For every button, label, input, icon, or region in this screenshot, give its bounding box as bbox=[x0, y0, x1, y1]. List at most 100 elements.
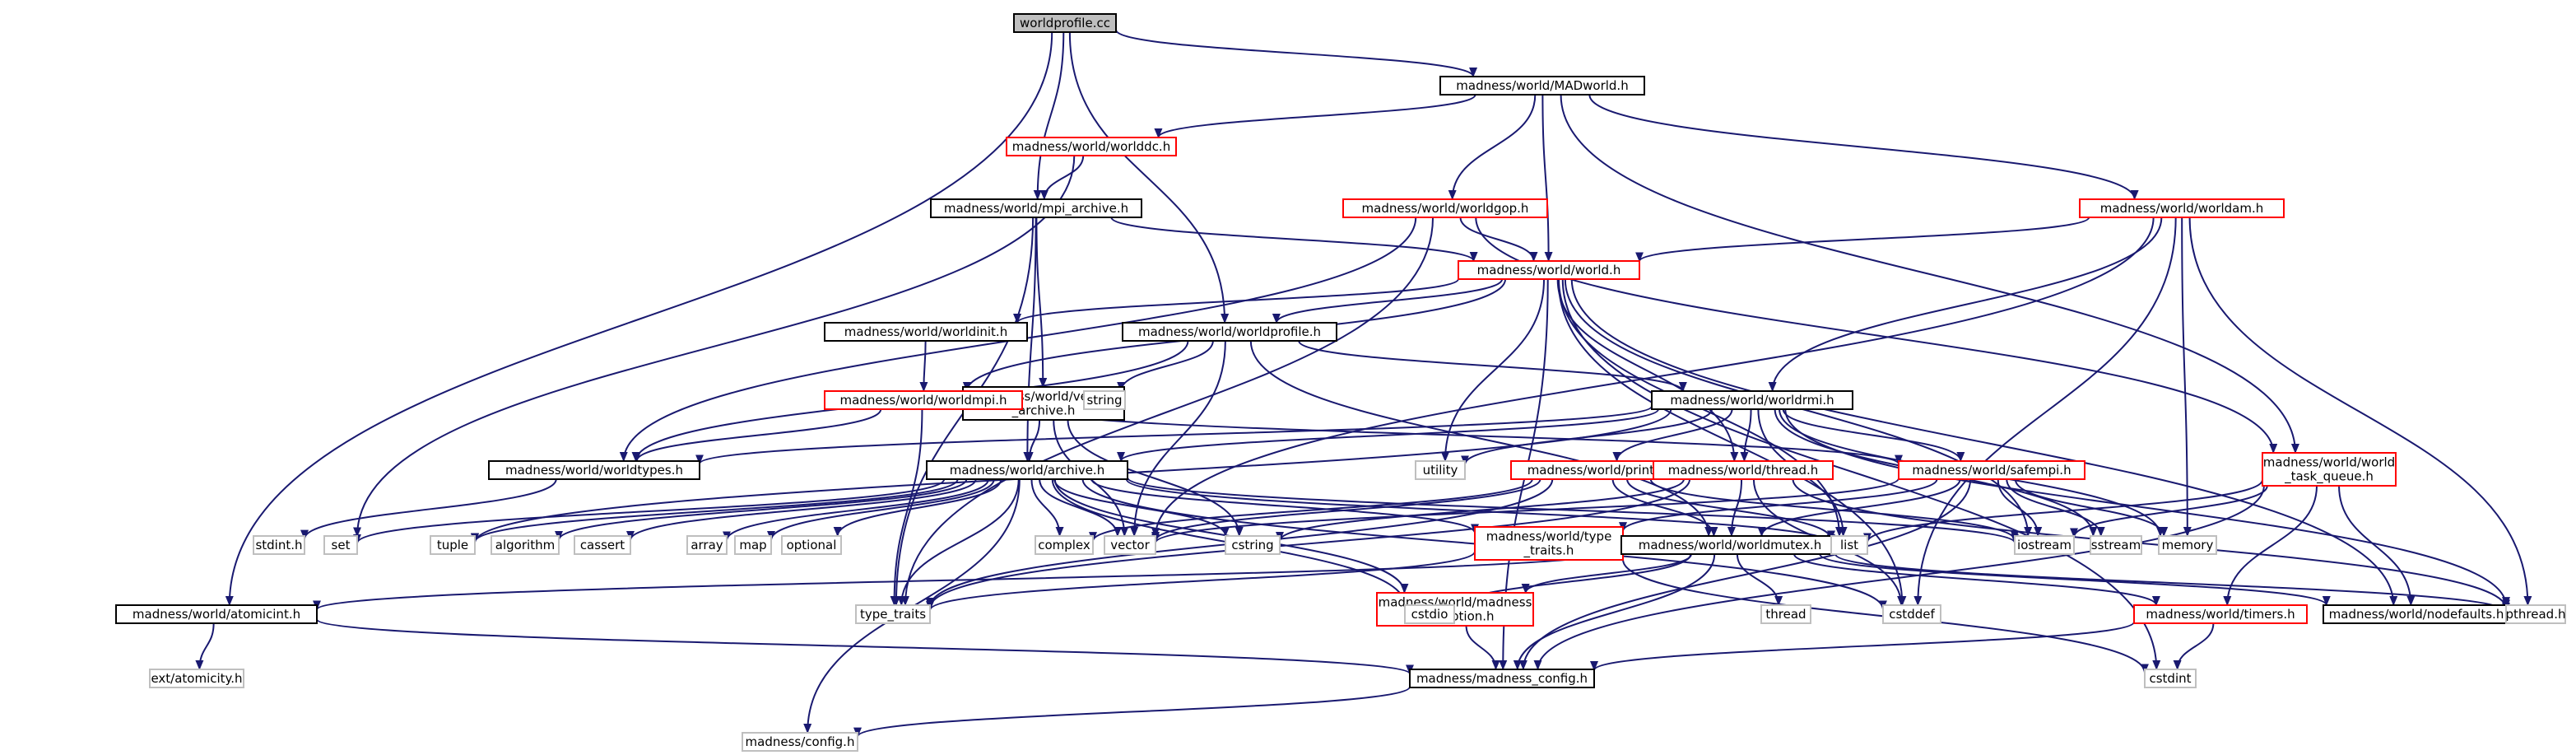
node-label: utility bbox=[1423, 463, 1458, 478]
edge-worldtypes-to-stdint bbox=[300, 478, 557, 540]
node-atomicint[interactable]: madness/world/atomicint.h bbox=[115, 604, 318, 624]
node-box bbox=[1035, 535, 1094, 555]
node-worldmutex[interactable]: madness/world/worldmutex.h bbox=[1620, 535, 1839, 555]
edge-mpiarch-to-vecarch bbox=[1035, 217, 1048, 388]
node-box bbox=[2133, 604, 2308, 624]
node-label: madness/world/worldinit.h bbox=[844, 324, 1007, 339]
node-box bbox=[781, 535, 842, 555]
edge-archive-to-iostream bbox=[1127, 477, 2019, 544]
node-mpiarch[interactable]: madness/world/mpi_archive.h bbox=[930, 198, 1142, 218]
node-box bbox=[1653, 460, 1834, 480]
node-label: _traits.h bbox=[1523, 543, 1574, 559]
edge-archive-to-array bbox=[723, 478, 989, 542]
node-array: array bbox=[686, 535, 728, 555]
node-label: madness/world/nodefaults.h bbox=[2329, 607, 2504, 622]
node-taskq[interactable]: madness/world/world_task_queue.h bbox=[2262, 452, 2397, 487]
node-box bbox=[1006, 137, 1177, 156]
edge-archive-to-algorithm bbox=[555, 478, 968, 541]
node-print[interactable]: madness/world/print.h bbox=[1510, 460, 1683, 480]
node-utility: utility bbox=[1415, 460, 1466, 480]
edge-archive-to-cstring bbox=[1053, 478, 1230, 538]
edge-print-to-vector bbox=[1151, 478, 1541, 543]
edge-madworld-to-world bbox=[1541, 94, 1553, 262]
edge-taskq-to-nodefaults bbox=[2338, 485, 2416, 606]
node-box bbox=[1342, 198, 1548, 218]
node-worldgop[interactable]: madness/world/worldgop.h bbox=[1342, 198, 1548, 218]
node-archive[interactable]: madness/world/archive.h bbox=[926, 460, 1128, 480]
node-cstdint: cstdint bbox=[2144, 669, 2197, 688]
node-world[interactable]: madness/world/world.h bbox=[1458, 260, 1640, 280]
edge-safempi-to-iostream bbox=[1997, 478, 2043, 537]
node-worldam[interactable]: madness/world/worldam.h bbox=[2079, 198, 2285, 218]
node-box bbox=[2158, 535, 2217, 555]
node-label: madness/world/worldmpi.h bbox=[840, 393, 1007, 408]
node-label: madness/world/worldmutex.h bbox=[1639, 538, 1822, 552]
edge-safempi-to-sstream bbox=[2006, 478, 2105, 537]
node-box bbox=[1225, 535, 1281, 555]
edge-worldrmi-to-safempi bbox=[1782, 408, 1965, 462]
node-box bbox=[1458, 260, 1640, 280]
node-label: madness/madness_config.h bbox=[1416, 671, 1588, 687]
node-madworld[interactable]: madness/world/MADworld.h bbox=[1439, 76, 1645, 96]
edge-print-to-complex bbox=[1089, 478, 1533, 543]
node-box bbox=[2144, 669, 2197, 688]
node-box bbox=[1415, 460, 1466, 480]
node-label: cstdint bbox=[2149, 671, 2191, 686]
node-worldddc[interactable]: madness/world/worlddc.h bbox=[1006, 137, 1177, 156]
node-label: cstdio bbox=[1411, 607, 1448, 622]
node-box bbox=[1474, 526, 1624, 561]
node-label: ext/atomicity.h bbox=[151, 671, 242, 686]
edge-world-to-cstdint bbox=[1561, 278, 2161, 670]
node-label: madness/config.h bbox=[746, 734, 855, 749]
node-nodefaults[interactable]: madness/world/nodefaults.h bbox=[2323, 604, 2510, 624]
node-box bbox=[491, 535, 560, 555]
edge-thread-to-cstring bbox=[1276, 478, 1685, 542]
edge-madconfig-to-config bbox=[853, 686, 1411, 738]
node-safempi[interactable]: madness/world/safempi.h bbox=[1898, 460, 2085, 480]
node-label: _task_queue.h bbox=[2284, 469, 2374, 485]
node-cassert: cassert bbox=[574, 535, 631, 555]
node-cstddef: cstddef bbox=[1882, 604, 1941, 624]
edge-safempi-to-memory bbox=[2014, 478, 2169, 537]
node-madconfig[interactable]: madness/madness_config.h bbox=[1409, 669, 1595, 688]
node-box bbox=[686, 535, 728, 555]
edge-worldprofh-to-worldrmi bbox=[1298, 340, 1687, 392]
node-label: madness/world/safempi.h bbox=[1912, 463, 2071, 478]
node-label: madness/world/worldrmi.h bbox=[1670, 393, 1834, 408]
node-stdint: stdint.h bbox=[253, 535, 305, 555]
node-box bbox=[734, 535, 772, 555]
node-label: memory bbox=[2162, 538, 2214, 552]
node-worldinit[interactable]: madness/world/worldinit.h bbox=[824, 322, 1028, 342]
edge-worldmutex-to-madconfig bbox=[1513, 553, 1716, 670]
node-worldrmi[interactable]: madness/world/worldrmi.h bbox=[1651, 390, 1853, 410]
edge-archive-to-tuple bbox=[471, 478, 959, 543]
edge-worldmutex-to-atomicint bbox=[313, 549, 1622, 611]
node-label: pthread.h bbox=[2506, 607, 2566, 622]
node-box bbox=[1882, 604, 1941, 624]
edge-taskq-to-madconfig bbox=[1533, 485, 2265, 670]
node-label: madness/world/madness bbox=[1379, 595, 1532, 610]
node-worldmpi[interactable]: madness/world/worldmpi.h bbox=[824, 390, 1023, 410]
edge-archive-to-optional bbox=[833, 478, 1002, 537]
node-box bbox=[2505, 604, 2566, 624]
node-timers[interactable]: madness/world/timers.h bbox=[2133, 604, 2308, 624]
edge-safempi-to-madconfig bbox=[1518, 478, 1972, 670]
node-box bbox=[430, 535, 476, 555]
node-worldprofh[interactable]: madness/world/worldprofile.h bbox=[1122, 322, 1337, 342]
node-label: madness/world/atomicint.h bbox=[133, 607, 300, 622]
node-typetraitsh[interactable]: madness/world/type_traits.h bbox=[1474, 526, 1624, 561]
node-thread[interactable]: madness/world/thread.h bbox=[1653, 460, 1834, 480]
node-box bbox=[1122, 322, 1337, 342]
node-label: madness/world/type bbox=[1486, 529, 1612, 544]
edge-world-to-nodefaults bbox=[1570, 278, 2398, 606]
node-atomicity: ext/atomicity.h bbox=[149, 669, 244, 688]
edge-world-to-thread bbox=[1556, 278, 1739, 462]
edge-worldmutex-to-pthread bbox=[1834, 553, 2510, 613]
edge-print-to-worldmutex bbox=[1611, 478, 1718, 537]
node-worldtypes[interactable]: madness/world/worldtypes.h bbox=[488, 460, 700, 480]
node-label: tuple bbox=[437, 538, 468, 552]
node-box bbox=[855, 604, 931, 624]
edge-madworld-to-taskq bbox=[1560, 94, 2299, 454]
node-label: madness/world/archive.h bbox=[950, 463, 1104, 478]
